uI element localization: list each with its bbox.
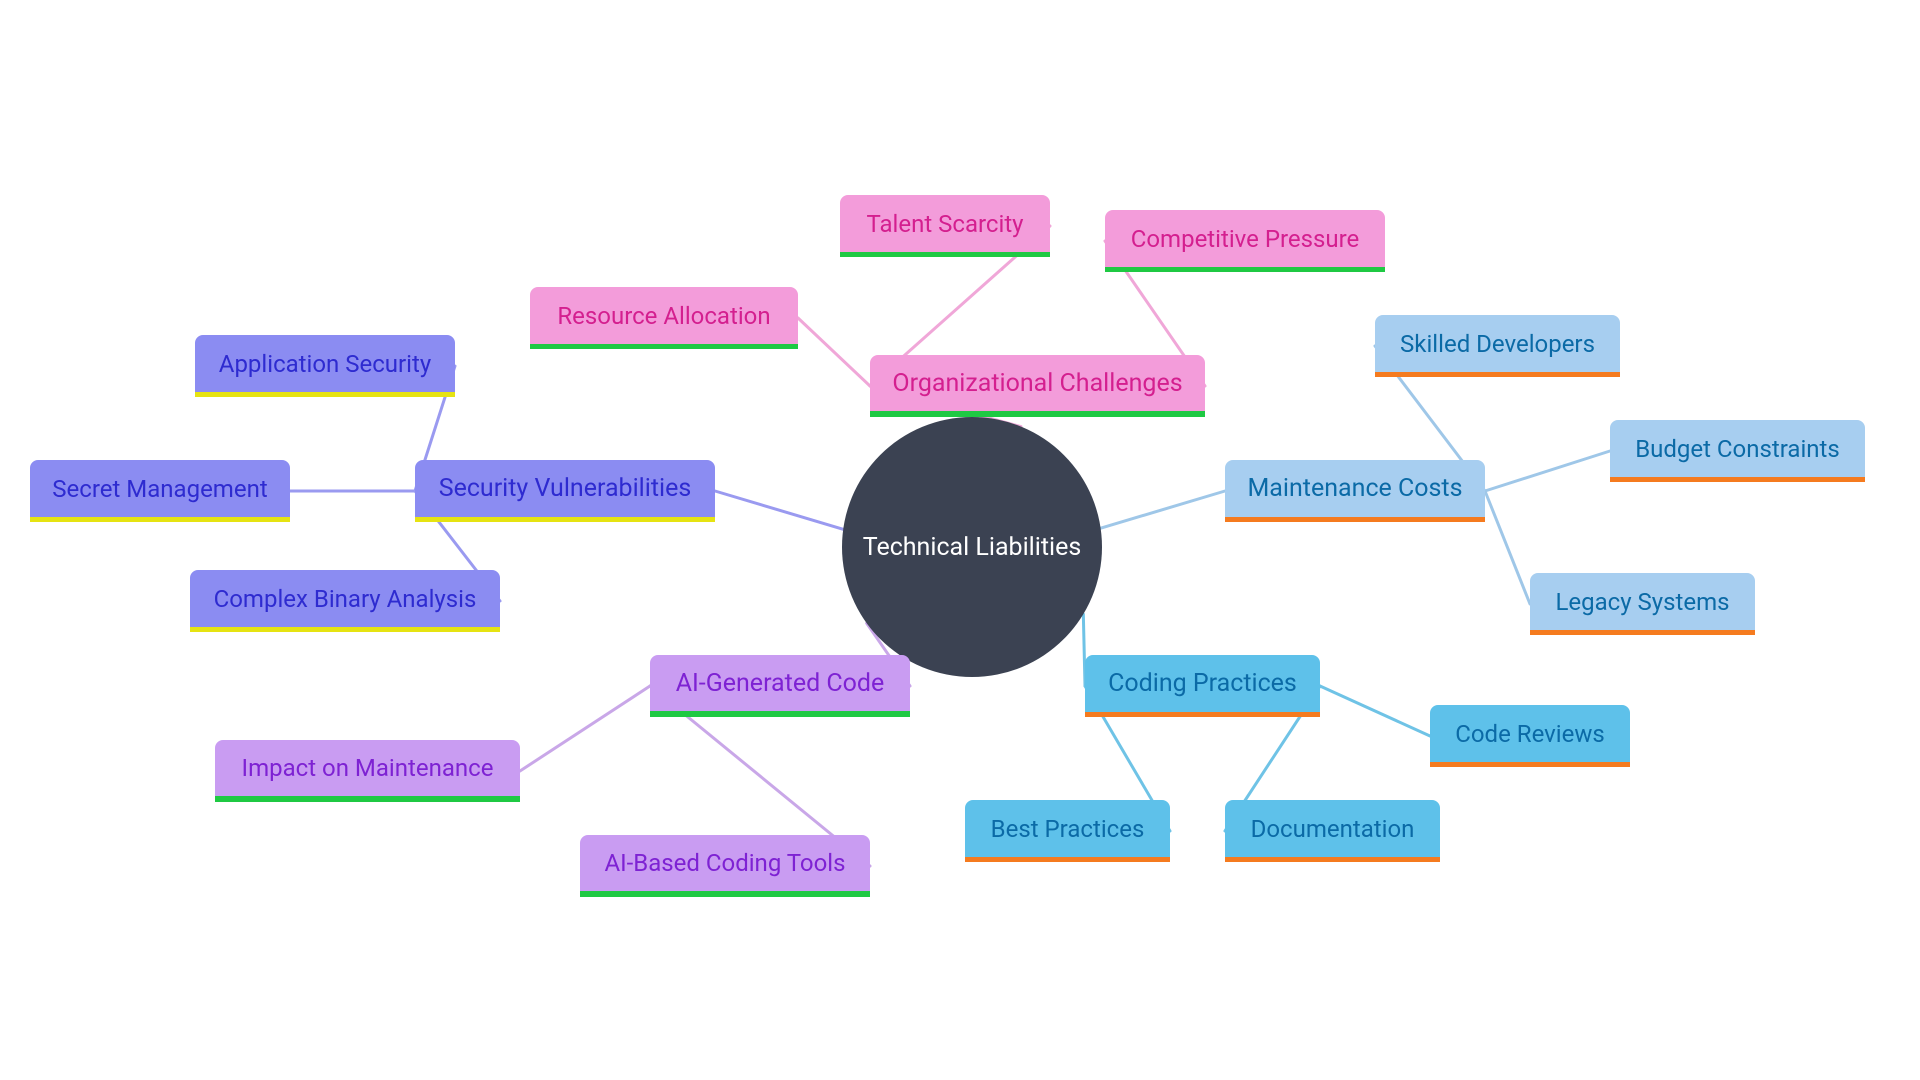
node-talent: Talent Scarcity [840,195,1050,257]
node-secret: Secret Management [30,460,290,522]
node-maint: Maintenance Costs [1225,460,1485,522]
edge [1320,686,1430,736]
node-skilled: Skilled Developers [1375,315,1620,377]
edge [520,686,650,771]
center-node: Technical Liabilities [842,417,1102,677]
node-org: Organizational Challenges [870,355,1205,417]
node-docs: Documentation [1225,800,1440,862]
node-label: Resource Allocation [557,302,770,330]
edge [1485,451,1610,491]
node-label: Maintenance Costs [1247,474,1462,503]
center-label: Technical Liabilities [863,533,1082,562]
edge [798,318,870,386]
node-label: Legacy Systems [1555,588,1729,616]
node-ai: AI-Generated Code [650,655,910,717]
node-label: Secret Management [52,475,267,503]
node-legacy: Legacy Systems [1530,573,1755,635]
node-label: Best Practices [991,815,1145,843]
node-coding: Coding Practices [1085,655,1320,717]
node-binary: Complex Binary Analysis [190,570,500,632]
edge [1485,491,1530,604]
node-label: Budget Constraints [1635,435,1840,463]
node-label: AI-Generated Code [676,669,885,698]
node-res: Resource Allocation [530,287,798,349]
node-budget: Budget Constraints [1610,420,1865,482]
node-label: Talent Scarcity [866,210,1023,238]
node-aitools: AI-Based Coding Tools [580,835,870,897]
node-sec: Security Vulnerabilities [415,460,715,522]
node-label: Complex Binary Analysis [214,585,477,613]
node-label: Security Vulnerabilities [439,474,692,503]
node-comp: Competitive Pressure [1105,210,1385,272]
node-label: Documentation [1251,815,1415,843]
node-label: Competitive Pressure [1131,225,1360,253]
node-reviews: Code Reviews [1430,705,1630,767]
edge [1101,491,1225,528]
node-label: Coding Practices [1108,669,1297,698]
mindmap-canvas: Technical Liabilities Security Vulnerabil… [0,0,1920,1080]
node-impact: Impact on Maintenance [215,740,520,802]
node-label: Impact on Maintenance [242,754,494,782]
node-label: Skilled Developers [1400,330,1595,358]
node-label: AI-Based Coding Tools [604,849,845,877]
node-appsec: Application Security [195,335,455,397]
edge [715,491,843,529]
node-best: Best Practices [965,800,1170,862]
node-label: Organizational Challenges [892,369,1182,398]
node-label: Application Security [219,350,431,378]
node-label: Code Reviews [1455,720,1605,748]
